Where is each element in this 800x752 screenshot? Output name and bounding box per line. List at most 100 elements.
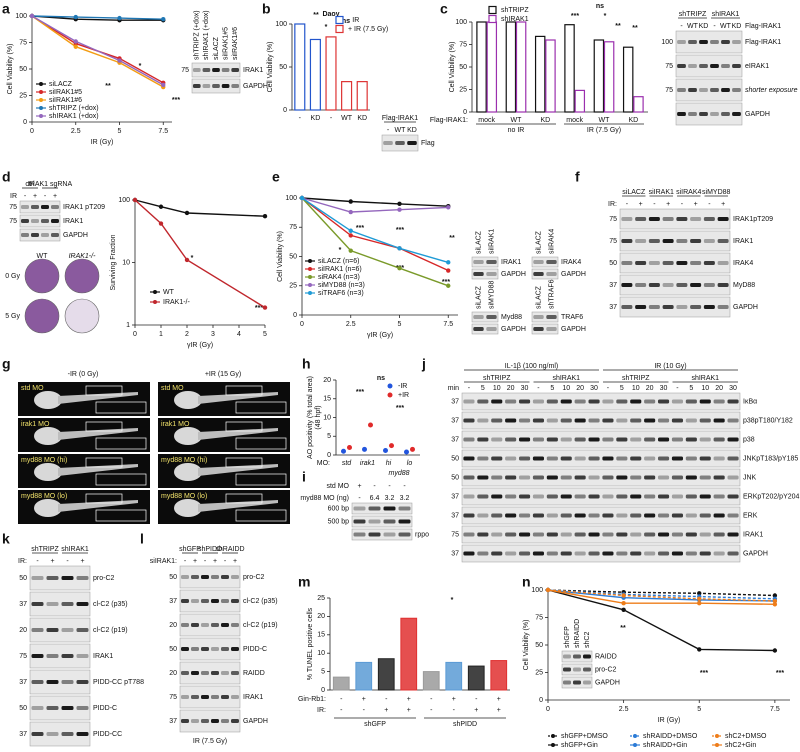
band bbox=[648, 239, 660, 243]
marker-label: 37 bbox=[169, 718, 177, 725]
x-tick-label: 2.5 bbox=[619, 706, 629, 713]
lane-label: - bbox=[224, 558, 227, 565]
band bbox=[532, 551, 545, 556]
band bbox=[616, 418, 628, 423]
marker-label: 75 bbox=[609, 238, 617, 245]
fish-head bbox=[34, 499, 62, 517]
legend-label: shIRAK1 (+dox) bbox=[49, 113, 99, 120]
band bbox=[518, 532, 531, 537]
band bbox=[688, 64, 697, 68]
data-point bbox=[29, 13, 35, 19]
band bbox=[477, 551, 489, 556]
roi-box bbox=[235, 401, 287, 414]
x-tick-label: 4 bbox=[237, 331, 241, 338]
marker-label: 37 bbox=[451, 493, 459, 500]
band bbox=[657, 551, 670, 556]
x-tick-label: 0 bbox=[30, 128, 34, 135]
roi-box bbox=[95, 509, 147, 522]
panel-letter: i bbox=[302, 469, 306, 485]
colony-plate bbox=[24, 298, 60, 334]
band bbox=[710, 112, 719, 116]
blot-strip bbox=[471, 311, 499, 323]
bar bbox=[309, 38, 321, 111]
band bbox=[46, 628, 59, 632]
roi-box bbox=[235, 437, 287, 450]
row-label: PIDD-CC bbox=[93, 731, 122, 738]
row-label: IRAK1 bbox=[501, 259, 521, 266]
data-point bbox=[446, 205, 451, 210]
marker-label: 500 bp bbox=[328, 518, 350, 525]
bar bbox=[422, 671, 440, 691]
condition-mark: + bbox=[362, 696, 366, 703]
band bbox=[644, 475, 656, 480]
annotation: ** bbox=[632, 25, 638, 32]
band bbox=[721, 40, 730, 44]
marker-label: 37 bbox=[169, 598, 177, 605]
data-point bbox=[73, 14, 78, 20]
data-point bbox=[347, 445, 352, 450]
band bbox=[51, 205, 59, 209]
band bbox=[657, 532, 670, 537]
band bbox=[685, 399, 697, 404]
blot-strip bbox=[531, 311, 559, 323]
annotation: ns bbox=[342, 18, 350, 25]
band bbox=[671, 513, 684, 518]
x-tick-label: 7.5 bbox=[158, 128, 168, 135]
marker-label: 75 bbox=[451, 531, 459, 538]
band bbox=[574, 551, 586, 556]
band bbox=[703, 283, 715, 287]
legend-marker bbox=[308, 291, 312, 295]
band bbox=[677, 64, 686, 68]
band bbox=[463, 399, 475, 404]
band bbox=[644, 456, 656, 461]
blot-strip bbox=[351, 528, 413, 541]
header-label: siIRAK1: bbox=[150, 558, 177, 565]
y-tick-label: 50 bbox=[535, 642, 543, 649]
band bbox=[727, 475, 739, 480]
y-tick-label: 25 bbox=[19, 92, 27, 99]
band bbox=[181, 719, 189, 723]
annotation: *** bbox=[571, 13, 579, 20]
annotation: *** bbox=[700, 670, 708, 677]
legend-swatch bbox=[335, 15, 344, 25]
data-point bbox=[161, 82, 166, 88]
lane-label: - bbox=[468, 385, 471, 392]
group-label: myd88 bbox=[388, 470, 409, 477]
blot-strip bbox=[179, 613, 241, 637]
lane-label: siLACZ bbox=[475, 230, 482, 254]
lane-label: 5 bbox=[550, 385, 554, 392]
band bbox=[231, 671, 239, 675]
annotation: *** bbox=[396, 405, 404, 412]
band bbox=[671, 494, 684, 499]
band bbox=[491, 399, 503, 404]
band bbox=[221, 68, 230, 72]
band bbox=[710, 40, 719, 44]
band bbox=[505, 437, 517, 442]
data-point bbox=[397, 266, 402, 271]
y-tick-label: 100 bbox=[455, 19, 467, 26]
blot-strip bbox=[351, 515, 413, 528]
band bbox=[713, 437, 725, 442]
band bbox=[574, 399, 586, 404]
row-label: cl-C2 (p35) bbox=[93, 601, 128, 608]
lane-label: shIRAK1 bbox=[61, 546, 89, 553]
band bbox=[648, 283, 660, 287]
band bbox=[616, 513, 628, 518]
band bbox=[546, 532, 558, 537]
band bbox=[191, 599, 199, 603]
x-tick-label: 2.5 bbox=[346, 321, 356, 328]
band bbox=[31, 602, 44, 606]
lane-label: 10 bbox=[632, 385, 640, 392]
panel-letter: m bbox=[298, 574, 310, 590]
band bbox=[532, 399, 545, 404]
data-point bbox=[410, 446, 415, 452]
annotation: * bbox=[325, 24, 328, 31]
lane-label: + bbox=[33, 193, 37, 200]
blot-strip bbox=[179, 661, 241, 685]
band bbox=[588, 456, 600, 461]
marker-label: 600 bp bbox=[328, 505, 350, 512]
lane-label: - bbox=[680, 23, 683, 30]
band bbox=[671, 456, 684, 461]
band bbox=[732, 40, 741, 44]
condition-mark: + bbox=[497, 696, 501, 703]
